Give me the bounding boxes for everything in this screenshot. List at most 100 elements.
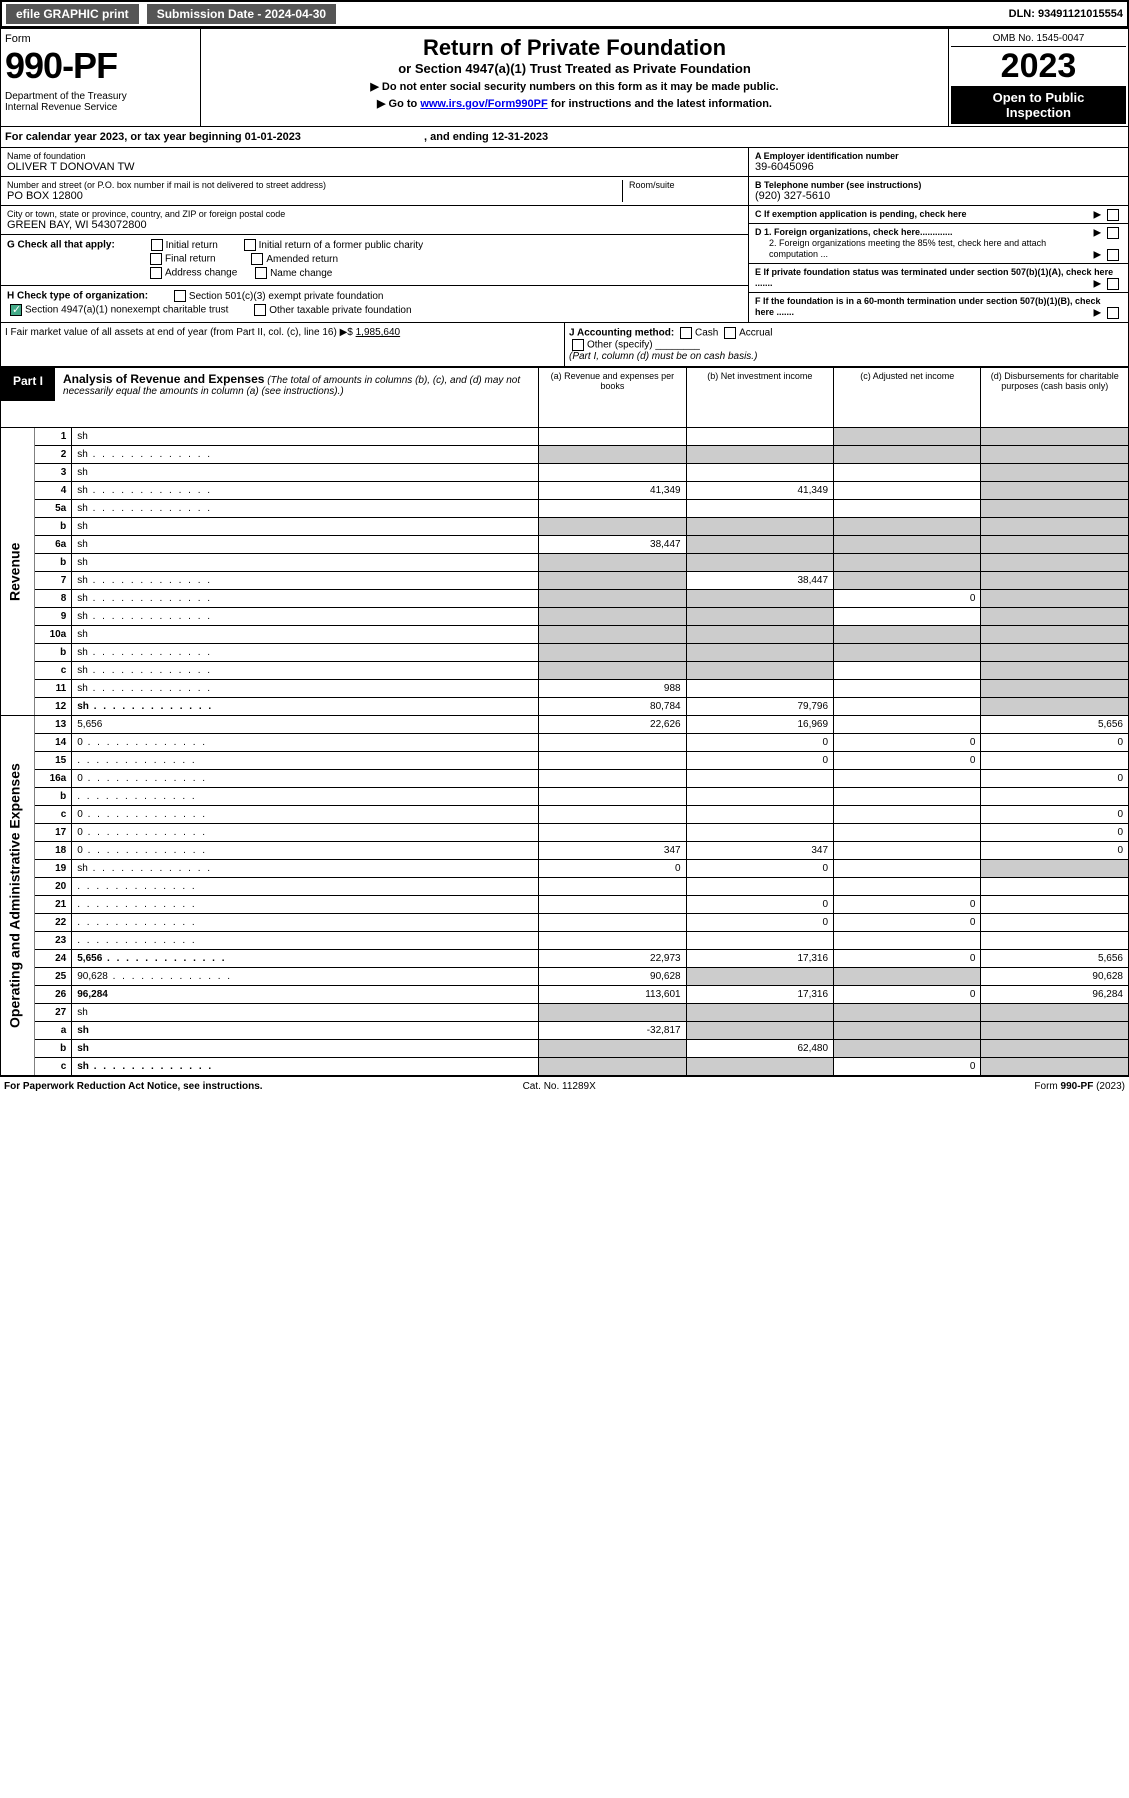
cell-c (834, 842, 981, 860)
chk-initial-former[interactable] (244, 239, 256, 251)
line-description: sh (72, 608, 539, 626)
cell-d (981, 500, 1129, 518)
cell-b (686, 1004, 833, 1022)
cell-c (834, 1040, 981, 1058)
part1-table: Part I Analysis of Revenue and Expenses … (0, 367, 1129, 1076)
cell-a (539, 770, 686, 788)
cell-a (539, 662, 686, 680)
cell-a (539, 554, 686, 572)
chk-other-method[interactable] (572, 339, 584, 351)
chk-addr-change[interactable] (150, 267, 162, 279)
chk-d1[interactable] (1107, 227, 1119, 239)
line-description: sh (72, 644, 539, 662)
chk-name-change[interactable] (255, 267, 267, 279)
ein-cell: A Employer identification number 39-6045… (749, 148, 1128, 177)
line-description: sh (72, 680, 539, 698)
table-row: bsh (1, 518, 1129, 536)
cell-d: 90,628 (981, 968, 1129, 986)
form-header: Form 990-PF Department of the Treasury I… (0, 28, 1129, 127)
cell-b (686, 878, 833, 896)
note2-post: for instructions and the latest informat… (548, 98, 772, 110)
chk-amended[interactable] (251, 253, 263, 265)
line-number: 3 (35, 464, 72, 482)
submission-date-label: Submission Date - (157, 7, 265, 21)
cell-c: 0 (834, 986, 981, 1004)
chk-other-taxable[interactable] (254, 304, 266, 316)
tax-year: 2023 (951, 47, 1126, 86)
cell-a: 22,626 (539, 716, 686, 734)
cell-d (981, 914, 1129, 932)
cell-d (981, 626, 1129, 644)
line-number: 17 (35, 824, 72, 842)
chk-accrual[interactable] (724, 327, 736, 339)
chk-4947a1[interactable] (10, 304, 22, 316)
line-description: sh (72, 698, 539, 716)
chk-c[interactable] (1107, 209, 1119, 221)
line-number: 24 (35, 950, 72, 968)
line-description: sh (72, 464, 539, 482)
line-description: sh (72, 590, 539, 608)
cell-b (686, 590, 833, 608)
chk-e[interactable] (1107, 278, 1119, 290)
calyear-begin: 01-01-2023 (245, 131, 301, 143)
line-number: 26 (35, 986, 72, 1004)
g-section: G Check all that apply: Initial return I… (1, 235, 748, 286)
info-right: A Employer identification number 39-6045… (748, 148, 1128, 322)
cell-b (686, 1022, 833, 1040)
line-number: 19 (35, 860, 72, 878)
chk-initial-return[interactable] (151, 239, 163, 251)
table-row: 245,65622,97317,31605,656 (1, 950, 1129, 968)
dln-label: DLN: (1009, 8, 1038, 20)
cell-c (834, 1022, 981, 1040)
submission-date-box: Submission Date - 2024-04-30 (147, 4, 336, 24)
cell-a (539, 1004, 686, 1022)
irs-link[interactable]: www.irs.gov/Form990PF (420, 98, 547, 110)
cell-b (686, 770, 833, 788)
j-cell: J Accounting method: Cash Accrual Other … (565, 323, 1128, 366)
city-cell: City or town, state or province, country… (1, 206, 748, 235)
cell-d (981, 608, 1129, 626)
cell-a (539, 572, 686, 590)
line-number: b (35, 644, 72, 662)
cell-a (539, 824, 686, 842)
cell-a: 988 (539, 680, 686, 698)
table-row: c00 (1, 806, 1129, 824)
note2-pre: ▶ Go to (377, 98, 420, 110)
cell-a (539, 734, 686, 752)
e-cell: E If private foundation status was termi… (749, 264, 1128, 293)
chk-cash[interactable] (680, 327, 692, 339)
cell-c (834, 716, 981, 734)
cell-d (981, 752, 1129, 770)
table-row: bsh (1, 644, 1129, 662)
address-cell: Number and street (or P.O. box number if… (1, 177, 748, 206)
cell-b (686, 824, 833, 842)
phone-cell: B Telephone number (see instructions) (9… (749, 177, 1128, 206)
cell-c: 0 (834, 590, 981, 608)
chk-501c3[interactable] (174, 290, 186, 302)
table-row: 1803473470 (1, 842, 1129, 860)
table-row: 4sh41,34941,349 (1, 482, 1129, 500)
col-b-header: (b) Net investment income (686, 368, 833, 428)
cell-a (539, 464, 686, 482)
footer: For Paperwork Reduction Act Notice, see … (0, 1076, 1129, 1096)
table-row: 19sh00 (1, 860, 1129, 878)
part1-title: Analysis of Revenue and Expenses (63, 372, 264, 386)
cell-d (981, 878, 1129, 896)
line-number: 10a (35, 626, 72, 644)
cell-c (834, 860, 981, 878)
chk-d2[interactable] (1107, 249, 1119, 261)
cell-d (981, 896, 1129, 914)
efile-print-button[interactable]: efile GRAPHIC print (6, 4, 139, 24)
chk-final[interactable] (150, 253, 162, 265)
chk-f[interactable] (1107, 307, 1119, 319)
line-description: 5,656 (72, 716, 539, 734)
cell-a: 90,628 (539, 968, 686, 986)
f-cell: F If the foundation is in a 60-month ter… (749, 293, 1128, 321)
line-description (72, 914, 539, 932)
table-row: 7sh38,447 (1, 572, 1129, 590)
table-row: b (1, 788, 1129, 806)
line-number: b (35, 518, 72, 536)
line-number: 8 (35, 590, 72, 608)
opt-other-taxable: Other taxable private foundation (269, 305, 411, 316)
line-description: sh (72, 446, 539, 464)
